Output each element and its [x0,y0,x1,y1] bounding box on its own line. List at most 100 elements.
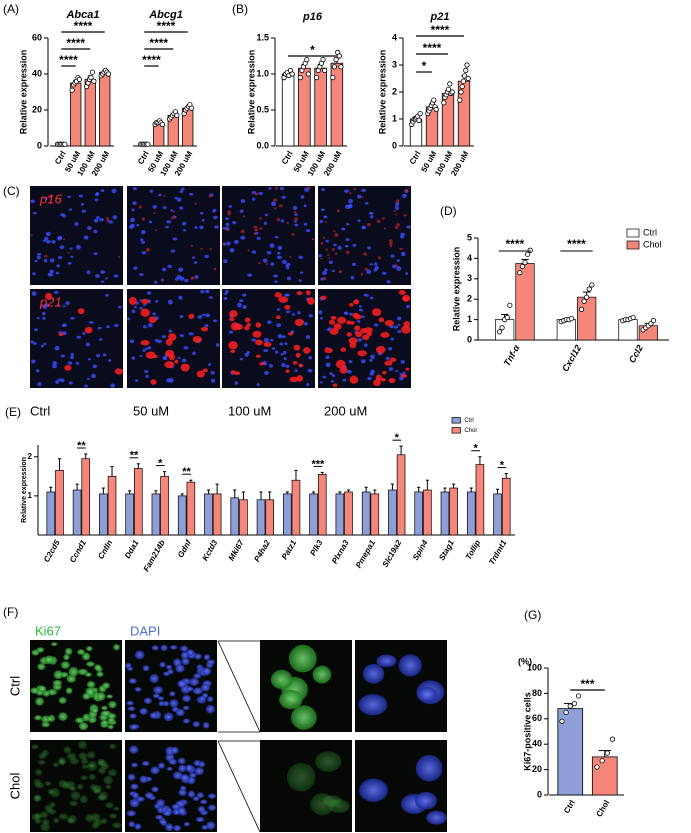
cell [140,339,150,346]
cell [350,275,355,280]
cell [414,792,437,810]
cell [320,258,323,260]
bar [204,493,213,536]
cell [159,661,166,668]
data-point [333,56,339,63]
cell [361,226,366,230]
cell [239,357,243,361]
cell [88,774,96,781]
cell [324,220,328,223]
cell [322,375,327,379]
cell [189,677,200,686]
cell [179,190,184,194]
unit-label: (%) [518,656,532,666]
cell [361,359,366,364]
cell [354,314,362,320]
cell [170,209,174,212]
cell [62,323,67,328]
y-tick-label: 0 [467,334,472,344]
cell [325,248,329,251]
cell [186,686,194,692]
cell [208,363,212,366]
cell [128,678,137,684]
cell [32,272,36,276]
error-bar [233,489,237,498]
cell [401,374,408,378]
cell [127,706,136,711]
cell [142,665,150,672]
cell [364,267,368,271]
cell [247,249,250,252]
cell [253,232,257,235]
cell [168,333,177,341]
cell [180,363,190,372]
bar [344,491,353,536]
cell [338,270,343,273]
cell [346,320,351,325]
cell [108,701,117,709]
cell [34,715,42,721]
cell [175,664,185,673]
cell [146,247,150,252]
cell [105,784,112,790]
y-tick-label: 20 [32,104,42,114]
cell [178,267,184,272]
cell [51,240,56,244]
cell [151,645,159,651]
cell [354,325,361,331]
cell [315,751,342,772]
cell [177,679,187,688]
cell [303,347,311,354]
error-bar [136,463,140,469]
cell [214,225,219,229]
bar [55,470,64,536]
cell [194,261,198,264]
cell [223,242,226,246]
cell [160,279,164,282]
cell [369,358,373,362]
cell [37,759,46,765]
cell [133,266,138,270]
y-tick-label: 40 [532,739,542,749]
cell [331,269,335,273]
x-tick-label: Cntln [96,538,114,560]
cell [42,819,50,825]
panel-label: (G) [524,608,541,622]
cell [203,654,211,661]
cell [274,187,279,190]
group-title: p16 [302,11,323,23]
cell [129,724,139,730]
cell [136,796,145,802]
cell [210,378,216,383]
data-point [305,71,312,77]
cell [341,227,346,231]
cell [380,377,386,382]
cell [345,223,350,226]
cell [114,368,123,375]
cell [223,259,228,264]
cell [31,813,41,821]
legend-swatch [451,427,461,434]
legend-swatch [626,228,640,238]
micrograph [222,186,315,285]
cell [172,706,179,713]
cell [199,225,204,230]
data-point [594,764,600,770]
cell [161,335,167,339]
cell [255,322,262,328]
x-tick-label: Ctrl [562,799,577,815]
data-point [159,121,165,128]
cell [86,377,90,380]
error-bar [338,491,342,494]
cell [376,654,397,668]
cell [40,344,44,348]
cell [60,354,66,358]
cell [182,694,192,703]
cell [37,663,46,671]
cell [328,319,336,325]
cell [79,795,88,804]
cell [307,368,313,373]
cell [58,332,64,336]
error-bar [443,487,447,492]
error-bar [364,486,368,492]
